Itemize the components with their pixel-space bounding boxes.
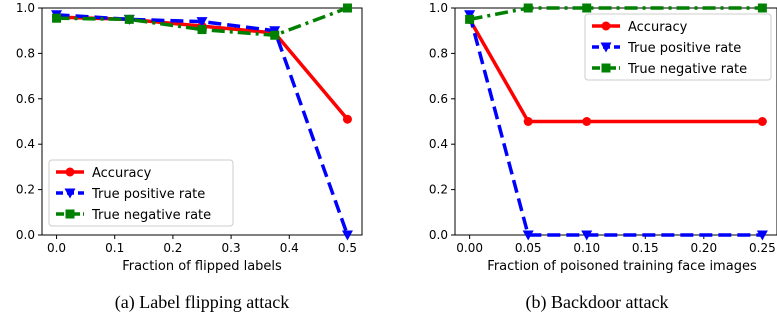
- series-group: [464, 3, 768, 241]
- y-tick-label: 0.6: [16, 92, 35, 106]
- y-tick-label: 0.0: [429, 228, 448, 242]
- data-point: [341, 230, 353, 241]
- legend-box: [48, 159, 234, 227]
- y-tick-label: 0.6: [429, 92, 448, 106]
- x-axis-label: Fraction of poisoned training face image…: [487, 259, 757, 274]
- x-axis-label: Fraction of flipped labels: [122, 259, 282, 274]
- x-tick-label: 0.4: [280, 241, 299, 255]
- legend-marker: [65, 167, 75, 177]
- x-tick-label: 0.0: [47, 241, 66, 255]
- data-point: [52, 13, 62, 23]
- legend-entry: True positive rate: [91, 187, 205, 202]
- legend-entry: Accuracy: [628, 20, 688, 35]
- legend-entry: True negative rate: [91, 208, 211, 223]
- plot-frame: [41, 7, 363, 236]
- chart-label-flipping: 0.0 0.1 0.2 0.3 0.4 0.5 0.0 0.2 0.4 0.6 0.8 1.0 Frac…: [16, 1, 363, 313]
- series-line-accuracy: [468, 18, 763, 124]
- y-tick-label: 0.4: [429, 137, 448, 151]
- x-tick-label: 0.15: [632, 241, 659, 255]
- legend-marker: [600, 42, 612, 53]
- data-point: [756, 230, 768, 241]
- chart-caption: (a) Label flipping attack: [115, 292, 289, 313]
- data-point: [196, 17, 208, 28]
- data-point: [523, 117, 533, 126]
- x-tick-label: 0.05: [515, 241, 542, 255]
- legend-entry: True positive rate: [627, 41, 741, 56]
- data-point: [757, 117, 767, 126]
- data-point: [124, 14, 134, 24]
- x-tick-label: 0.10: [573, 241, 600, 255]
- y-tick-label: 0.2: [16, 183, 35, 197]
- x-tick-label: 0.5: [338, 241, 357, 255]
- legend-entry: True negative rate: [627, 62, 747, 77]
- y-tick-label: 0.0: [16, 228, 35, 242]
- data-point: [522, 230, 534, 241]
- series-line-true-negative-rate: [56, 6, 349, 37]
- x-tick-label: 0.20: [690, 241, 717, 255]
- data-point: [197, 25, 207, 35]
- y-tick-label: 0.8: [429, 46, 448, 60]
- data-point: [342, 3, 352, 13]
- series-group: [51, 3, 353, 241]
- chart-backdoor: 0.00 0.05 0.10 0.15 0.20 0.25 0.0 0.2 0.4 0.6 0.8 1…: [429, 1, 777, 313]
- series-line-true-negative-rate: [469, 6, 763, 22]
- legend-marker: [601, 21, 611, 31]
- data-point: [270, 30, 280, 40]
- data-point: [582, 117, 592, 126]
- legend-marker: [65, 209, 75, 219]
- x-tick-label: 0.25: [749, 241, 776, 255]
- y-tick-label: 0.8: [16, 46, 35, 60]
- data-point: [342, 114, 352, 124]
- y-tick-label: 0.2: [429, 183, 448, 197]
- data-point: [581, 230, 593, 241]
- x-tick-label: 0.1: [105, 241, 124, 255]
- legend-marker: [601, 63, 611, 73]
- data-point: [465, 14, 475, 24]
- x-tick-label: 0.3: [222, 241, 241, 255]
- x-tick-label: 0.00: [456, 241, 483, 255]
- y-tick-label: 0.4: [16, 137, 35, 151]
- data-point: [523, 3, 533, 13]
- legend-box: [584, 13, 772, 81]
- chart-caption: (b) Backdoor attack: [526, 292, 669, 313]
- legend: Accuracy True positive rate True negative …: [48, 159, 234, 227]
- series-line-true-positive-rate: [467, 14, 763, 237]
- y-tick-label: 1.0: [16, 1, 35, 15]
- legend-marker: [64, 188, 76, 199]
- legend-entry: Accuracy: [92, 166, 152, 181]
- y-tick-label: 1.0: [429, 1, 448, 15]
- data-point: [582, 3, 592, 13]
- x-tick-label: 0.2: [163, 241, 182, 255]
- data-point: [757, 3, 767, 13]
- legend: Accuracy True positive rate True negative …: [584, 13, 772, 81]
